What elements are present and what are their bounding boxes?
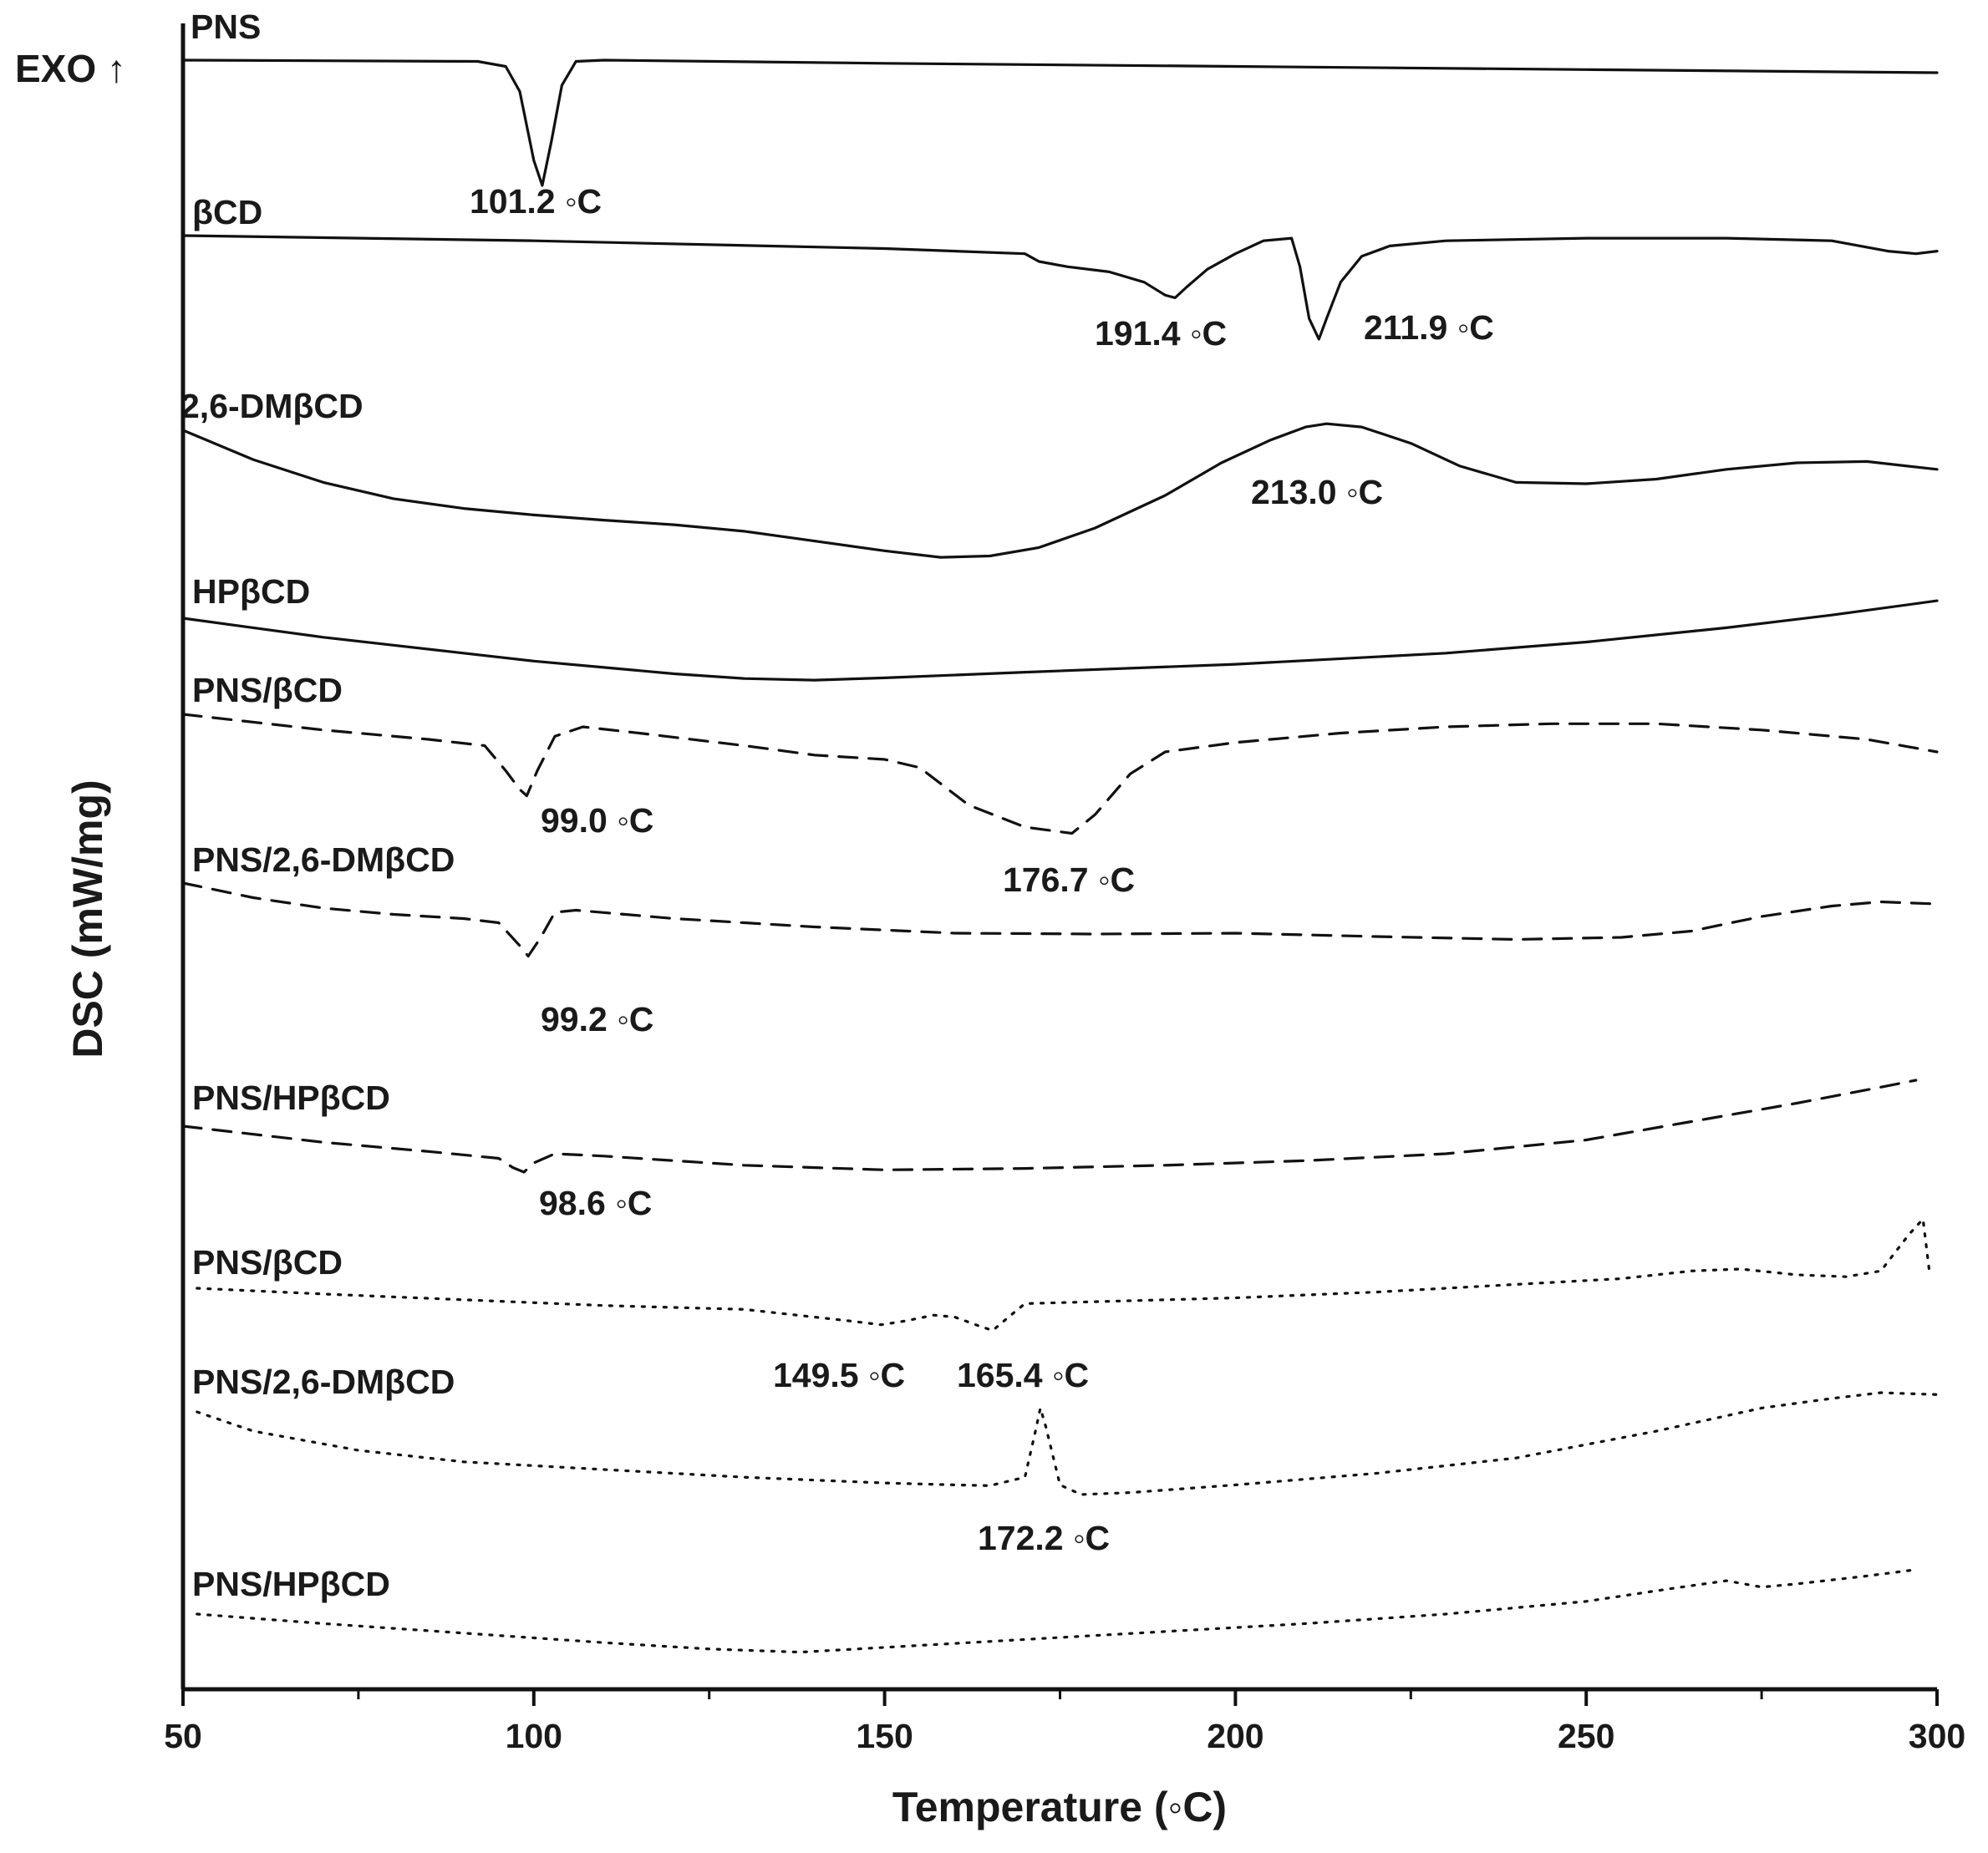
series-line-8 (196, 1217, 1932, 1333)
series-label-1: PNS (191, 8, 261, 46)
peak-annotation-9-1: 172.2 ◦C (978, 1519, 1110, 1557)
series-label-8: PNS/βCD (192, 1243, 343, 1282)
exo-label: EXO ↑ (15, 47, 126, 90)
peak-annotation-6-1: 99.2 ◦C (541, 1000, 653, 1038)
series-label-2: βCD (192, 193, 262, 231)
series-line-6 (181, 881, 1939, 958)
peak-annotation-5-1: 99.0 ◦C (541, 801, 653, 840)
series-label-10: PNS/HPβCD (192, 1565, 390, 1603)
x-ticks-group: 50 100 150 200 250 300 (164, 1689, 1965, 1755)
series-line-3 (181, 422, 1939, 559)
series-line-2 (181, 234, 1939, 341)
x-tick-label-100: 100 (506, 1717, 562, 1755)
x-tick-label-300: 300 (1909, 1717, 1965, 1755)
peak-annotation-1-1: 101.2 ◦C (470, 182, 602, 221)
x-tick-label-250: 250 (1558, 1717, 1614, 1755)
peak-annotation-5-2: 176.7 ◦C (1003, 861, 1135, 899)
series-label-3: 2,6-DMβCD (180, 387, 364, 425)
peak-annotation-2-2: 211.9 ◦C (1364, 308, 1494, 347)
series-line-9 (196, 1391, 1939, 1496)
peak-annotation-2-1: 191.4 ◦C (1095, 314, 1227, 353)
series-line-10 (196, 1568, 1918, 1654)
series-label-7: PNS/HPβCD (192, 1079, 390, 1117)
series-line-4 (181, 599, 1939, 682)
y-axis-title: DSC (mW/mg) (64, 779, 111, 1058)
peak-annotation-7-1: 98.6 ◦C (539, 1184, 652, 1222)
x-tick-label-200: 200 (1207, 1717, 1263, 1755)
x-axis-title: Temperature (◦C) (892, 1784, 1227, 1830)
peak-annotation-3-1: 213.0 ◦C (1251, 473, 1383, 511)
x-tick-label-150: 150 (856, 1717, 913, 1755)
series-label-9: PNS/2,6-DMβCD (192, 1363, 455, 1401)
series-label-4: HPβCD (192, 572, 310, 611)
series-line-5 (181, 713, 1939, 835)
peak-annotation-8-1: 149.5 ◦C (773, 1356, 905, 1394)
series-label-5: PNS/βCD (192, 671, 343, 709)
curves-group (181, 58, 1939, 1654)
labels-group: PNS 101.2 ◦C βCD 191.4 ◦C 211.9 ◦C 2,6-DMβCD 2… (180, 8, 1494, 1603)
series-line-7 (181, 1079, 1918, 1174)
series-label-6: PNS/2,6-DMβCD (192, 840, 455, 879)
series-line-1 (181, 58, 1939, 187)
x-tick-label-50: 50 (164, 1717, 202, 1755)
peak-annotation-8-2: 165.4 ◦C (957, 1356, 1089, 1394)
